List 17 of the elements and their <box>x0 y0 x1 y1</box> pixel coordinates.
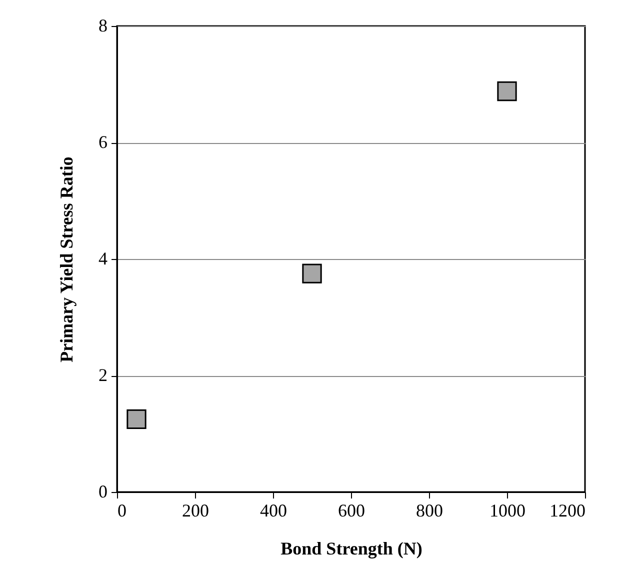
x-tick-label: 400 <box>260 500 287 520</box>
y-tick-label: 0 <box>98 482 108 502</box>
x-tick-label: 800 <box>416 500 443 520</box>
x-tick-label: 1200 <box>550 500 586 520</box>
x-tick-label: 200 <box>182 500 209 520</box>
x-tick-label: 1000 <box>490 500 526 520</box>
point <box>497 81 517 102</box>
y-tick-label: 8 <box>98 16 108 36</box>
x-tick-label: 600 <box>338 500 365 520</box>
y-tick-label: 2 <box>98 365 108 385</box>
x-tick-label: 0 <box>118 500 126 520</box>
y-tick-label: 6 <box>98 132 108 152</box>
y-tick-label: 4 <box>98 248 108 268</box>
point <box>302 264 322 284</box>
x-axis-title: Bond Strength (N) <box>280 538 422 558</box>
y-axis-title: Primary Yield Stress Ratio <box>56 156 76 362</box>
point <box>126 409 146 430</box>
